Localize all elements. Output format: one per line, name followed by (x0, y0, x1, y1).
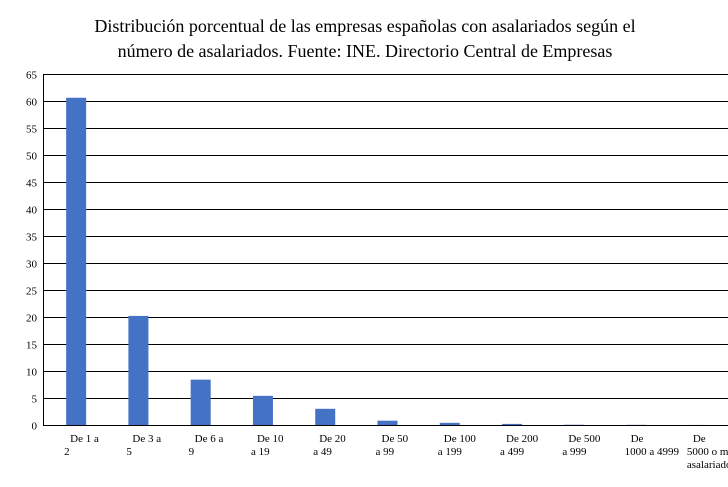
bar (439, 422, 460, 425)
y-tick-label: 60 (26, 97, 38, 109)
x-tick-label-line: De 6 a (195, 433, 224, 445)
axes (43, 74, 728, 426)
x-tick-label-line: a 199 (438, 446, 463, 458)
x-tick-label: De 1000 a 4999 (625, 433, 680, 458)
x-tick-label-line: a 19 (251, 446, 270, 458)
y-tick-label: 50 (26, 151, 38, 163)
y-tick-label: 55 (26, 124, 38, 136)
y-tick-label: 10 (26, 367, 38, 379)
y-tick-label: 20 (26, 313, 38, 325)
y-tick-label: 5 (32, 394, 38, 406)
y-tick-label: 45 (26, 178, 38, 190)
x-tick-label: De 20 a 49 (313, 433, 346, 458)
x-tick-label-line: a 499 (500, 446, 525, 458)
x-tick-label-line: a 99 (376, 446, 395, 458)
x-tick-label: De 200 a 499 (500, 433, 539, 458)
chart-title: Distribución porcentual de las empresas … (94, 16, 636, 61)
x-tick-label: De 50 a 99 (376, 433, 409, 458)
x-tick-label-line: De 500 (568, 433, 601, 445)
x-tick-label-line: 2 (64, 446, 70, 458)
x-tick-label-line: a 49 (313, 446, 332, 458)
x-tick-label-line: De 3 a (132, 433, 161, 445)
bar (66, 97, 87, 425)
y-tick-label: 35 (26, 232, 38, 244)
x-tick-label-line: De 1 a (70, 433, 99, 445)
x-tick-label-line: De 100 (444, 433, 477, 445)
bars (66, 97, 709, 425)
x-tick-label-line: 1000 a 4999 (625, 446, 680, 458)
x-tick-label-line: De 50 (382, 433, 409, 445)
grid-lines (43, 74, 728, 399)
y-tick-label: 40 (26, 205, 38, 217)
x-tick-label-line: 9 (189, 446, 195, 458)
y-tick-label: 65 (26, 70, 38, 82)
x-tick-label-line: De (631, 433, 644, 445)
x-tick-label-line: 5 (126, 446, 132, 458)
bar (377, 420, 398, 425)
x-tick-label-line: asalariados (687, 459, 728, 471)
x-tick-label-line: De 10 (257, 433, 284, 445)
x-tick-label: De 10 a 19 (251, 433, 284, 458)
bar (190, 379, 211, 425)
x-tick-label-line: a 999 (562, 446, 587, 458)
y-tick-labels: 0 5 10 15 20 25 30 35 40 45 50 55 60 65 (26, 70, 38, 433)
x-tick-label-line: 5000 o más (687, 446, 728, 458)
bar (315, 408, 336, 425)
x-tick-label: De 500 a 999 (562, 433, 601, 458)
x-tick-label-line: De 20 (319, 433, 346, 445)
bar (252, 395, 273, 425)
bar (502, 423, 523, 425)
y-tick-label: 15 (26, 340, 38, 352)
x-tick-label: De 100 a 199 (438, 433, 477, 458)
y-tick-label: 25 (26, 286, 38, 298)
y-tick-label: 30 (26, 259, 38, 271)
bar (128, 315, 149, 425)
x-tick-label-line: De 200 (506, 433, 539, 445)
x-tick-label-line: De (693, 433, 706, 445)
y-tick-label: 0 (32, 421, 38, 433)
